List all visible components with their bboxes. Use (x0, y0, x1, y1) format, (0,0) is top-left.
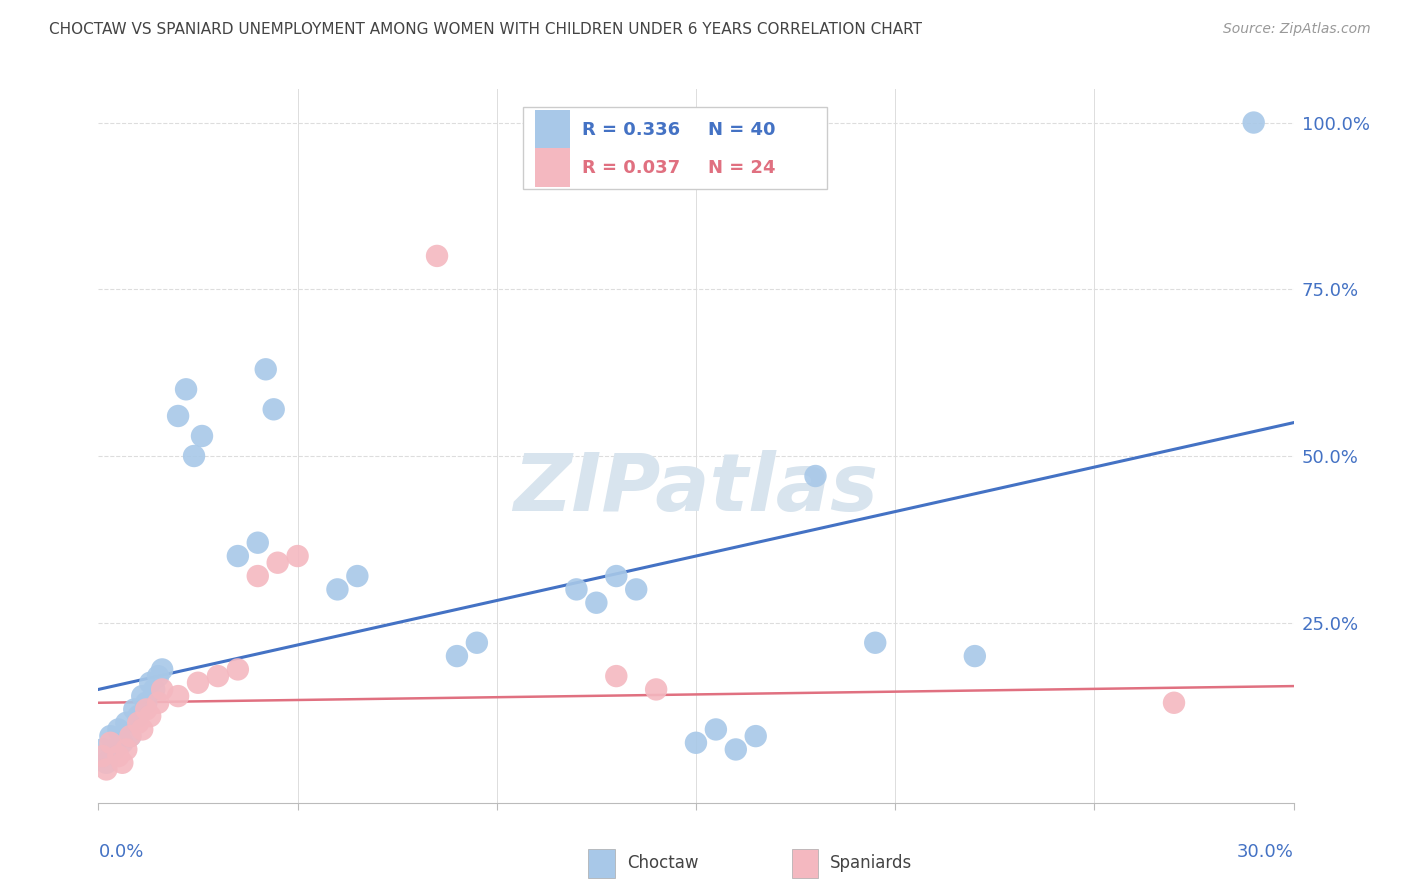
Point (426, 249, 449, 263)
Bar (534, 111, 571, 150)
Point (605, 569, 627, 583)
Point (148, 669, 170, 683)
FancyBboxPatch shape (523, 107, 827, 189)
Text: 30.0%: 30.0% (1237, 843, 1294, 861)
Point (963, 649, 986, 664)
Point (135, 696, 157, 710)
Point (865, 636, 887, 650)
Text: CHOCTAW VS SPANIARD UNEMPLOYMENT AMONG WOMEN WITH CHILDREN UNDER 6 YEARS CORRELA: CHOCTAW VS SPANIARD UNEMPLOYMENT AMONG W… (49, 22, 922, 37)
Point (183, 449, 205, 463)
Point (326, 582, 349, 597)
Text: N = 40: N = 40 (709, 121, 776, 139)
Point (139, 675, 162, 690)
Point (446, 649, 468, 664)
Point (107, 749, 129, 764)
Text: Spaniards: Spaniards (830, 855, 912, 872)
Point (1243, 115, 1265, 129)
Point (246, 535, 269, 549)
Point (150, 682, 173, 697)
Point (98, 729, 122, 743)
Point (91, 742, 114, 756)
Point (745, 729, 768, 743)
Point (187, 675, 209, 690)
Bar (534, 148, 571, 187)
Point (585, 596, 607, 610)
Point (111, 756, 134, 770)
Point (287, 549, 309, 563)
Point (704, 723, 727, 737)
Text: ZIPatlas: ZIPatlas (513, 450, 879, 528)
Point (565, 582, 588, 597)
Text: R = 0.037: R = 0.037 (582, 159, 681, 177)
Point (191, 429, 214, 443)
Point (685, 736, 707, 750)
Point (115, 715, 138, 730)
Point (143, 682, 166, 697)
Point (139, 709, 162, 723)
Point (346, 569, 368, 583)
Text: 0.0%: 0.0% (98, 843, 143, 861)
Text: N = 24: N = 24 (709, 159, 776, 177)
Point (127, 715, 149, 730)
Point (267, 556, 290, 570)
Point (111, 736, 134, 750)
Point (804, 469, 827, 483)
Point (626, 582, 648, 597)
Point (127, 709, 149, 723)
Point (131, 689, 153, 703)
Point (167, 689, 190, 703)
Point (135, 702, 157, 716)
Point (96, 763, 118, 777)
Point (724, 742, 747, 756)
Point (131, 723, 153, 737)
Point (115, 742, 138, 756)
Point (167, 409, 190, 423)
Text: Source: ZipAtlas.com: Source: ZipAtlas.com (1223, 22, 1371, 37)
Point (207, 669, 229, 683)
Point (246, 569, 269, 583)
Text: R = 0.336: R = 0.336 (582, 121, 681, 139)
Point (226, 549, 249, 563)
Point (120, 729, 142, 743)
Point (263, 402, 285, 417)
Bar (792, 849, 818, 878)
Point (1163, 696, 1185, 710)
Point (148, 696, 170, 710)
Point (124, 702, 146, 716)
Point (91, 749, 114, 764)
Point (254, 362, 277, 376)
Point (174, 382, 197, 396)
Point (103, 742, 125, 756)
Point (96, 756, 118, 770)
Point (465, 636, 488, 650)
Point (98, 736, 122, 750)
Text: Choctaw: Choctaw (627, 855, 699, 872)
Point (107, 723, 129, 737)
Point (150, 662, 173, 676)
Bar (589, 849, 614, 878)
Point (605, 669, 627, 683)
Point (226, 662, 249, 676)
Point (120, 729, 142, 743)
Point (645, 682, 668, 697)
